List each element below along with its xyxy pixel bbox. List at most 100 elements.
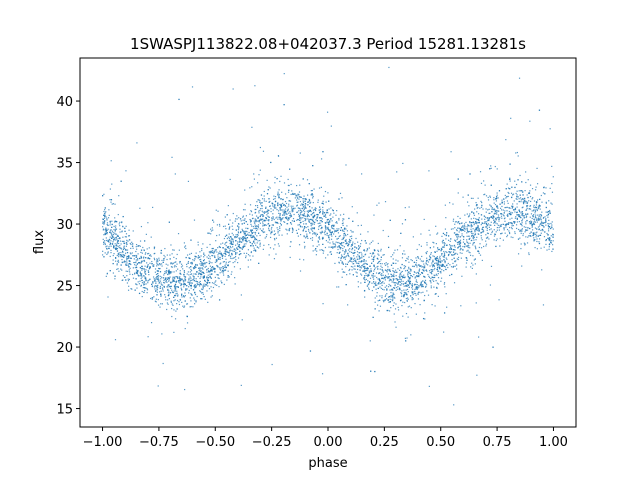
data-point: [178, 301, 180, 303]
data-point: [185, 288, 187, 290]
data-point: [277, 191, 279, 193]
data-point: [304, 211, 306, 213]
data-point: [533, 218, 535, 220]
data-point: [258, 210, 260, 212]
data-point: [110, 201, 112, 203]
data-point: [485, 208, 487, 210]
data-point: [262, 218, 264, 220]
data-point: [519, 197, 522, 199]
data-point: [441, 254, 443, 256]
data-point: [261, 198, 264, 200]
data-point: [493, 208, 495, 210]
data-point: [277, 202, 279, 204]
data-point: [153, 259, 156, 261]
data-point: [182, 295, 185, 297]
data-point: [312, 227, 314, 229]
data-point: [428, 275, 430, 277]
data-point: [346, 242, 348, 244]
data-point: [105, 211, 107, 213]
data-point: [407, 291, 409, 293]
data-point: [165, 263, 167, 265]
data-point: [534, 227, 537, 229]
data-point: [226, 251, 228, 253]
data-point: [551, 244, 554, 246]
data-point: [109, 222, 111, 224]
data-point: [234, 220, 236, 222]
data-point: [458, 221, 460, 223]
data-point: [383, 282, 385, 284]
data-point: [187, 260, 190, 263]
data-point: [469, 247, 471, 249]
data-point: [466, 226, 468, 228]
data-point: [287, 217, 290, 219]
data-point: [149, 262, 151, 264]
data-point: [404, 207, 406, 209]
data-point: [418, 270, 420, 272]
data-point: [103, 222, 106, 224]
data-point: [325, 201, 327, 203]
data-point: [492, 217, 494, 219]
data-point: [471, 239, 473, 242]
data-point: [304, 200, 306, 202]
data-point: [267, 212, 269, 214]
data-point: [475, 218, 477, 220]
data-point: [336, 246, 339, 248]
data-point: [494, 224, 496, 226]
data-point: [139, 280, 141, 282]
data-point: [497, 216, 500, 218]
data-point: [255, 244, 257, 246]
data-point: [525, 171, 527, 173]
data-point: [479, 171, 482, 173]
data-point: [274, 244, 276, 246]
data-point: [497, 217, 499, 219]
data-point: [292, 193, 295, 195]
data-point: [254, 238, 256, 240]
data-point: [536, 209, 538, 212]
data-point: [433, 269, 435, 271]
data-point: [327, 218, 329, 221]
data-point: [388, 283, 390, 286]
data-point: [243, 233, 245, 235]
data-point: [489, 196, 492, 198]
data-point: [333, 228, 335, 230]
data-point: [418, 268, 421, 270]
data-point: [337, 248, 339, 251]
data-point: [334, 245, 337, 247]
data-point: [405, 282, 407, 285]
data-point: [206, 278, 209, 281]
data-point: [511, 222, 513, 224]
data-point: [270, 210, 272, 213]
data-point: [434, 276, 436, 279]
data-point: [128, 235, 131, 237]
data-point: [151, 283, 153, 285]
data-point: [175, 295, 177, 297]
data-point: [262, 215, 265, 217]
data-point: [335, 235, 337, 238]
data-point: [161, 259, 163, 262]
data-point: [198, 256, 200, 258]
data-point: [472, 237, 474, 239]
data-point: [147, 257, 149, 259]
data-point: [154, 252, 156, 255]
data-point: [298, 215, 300, 217]
data-point: [424, 281, 426, 283]
data-point: [147, 336, 149, 338]
data-point: [493, 222, 495, 224]
data-point: [279, 209, 281, 211]
data-point: [416, 281, 418, 283]
data-point: [379, 305, 382, 307]
data-point: [330, 251, 332, 253]
data-point: [232, 246, 234, 248]
data-point: [162, 261, 164, 263]
data-point: [218, 234, 220, 236]
data-point: [231, 254, 233, 256]
data-point: [447, 254, 450, 257]
data-point: [437, 260, 440, 263]
data-point: [287, 208, 289, 210]
data-point: [223, 269, 226, 271]
data-point: [169, 276, 171, 278]
data-point: [525, 229, 527, 231]
data-point: [300, 217, 302, 219]
data-point: [222, 266, 224, 268]
data-point: [306, 233, 308, 235]
